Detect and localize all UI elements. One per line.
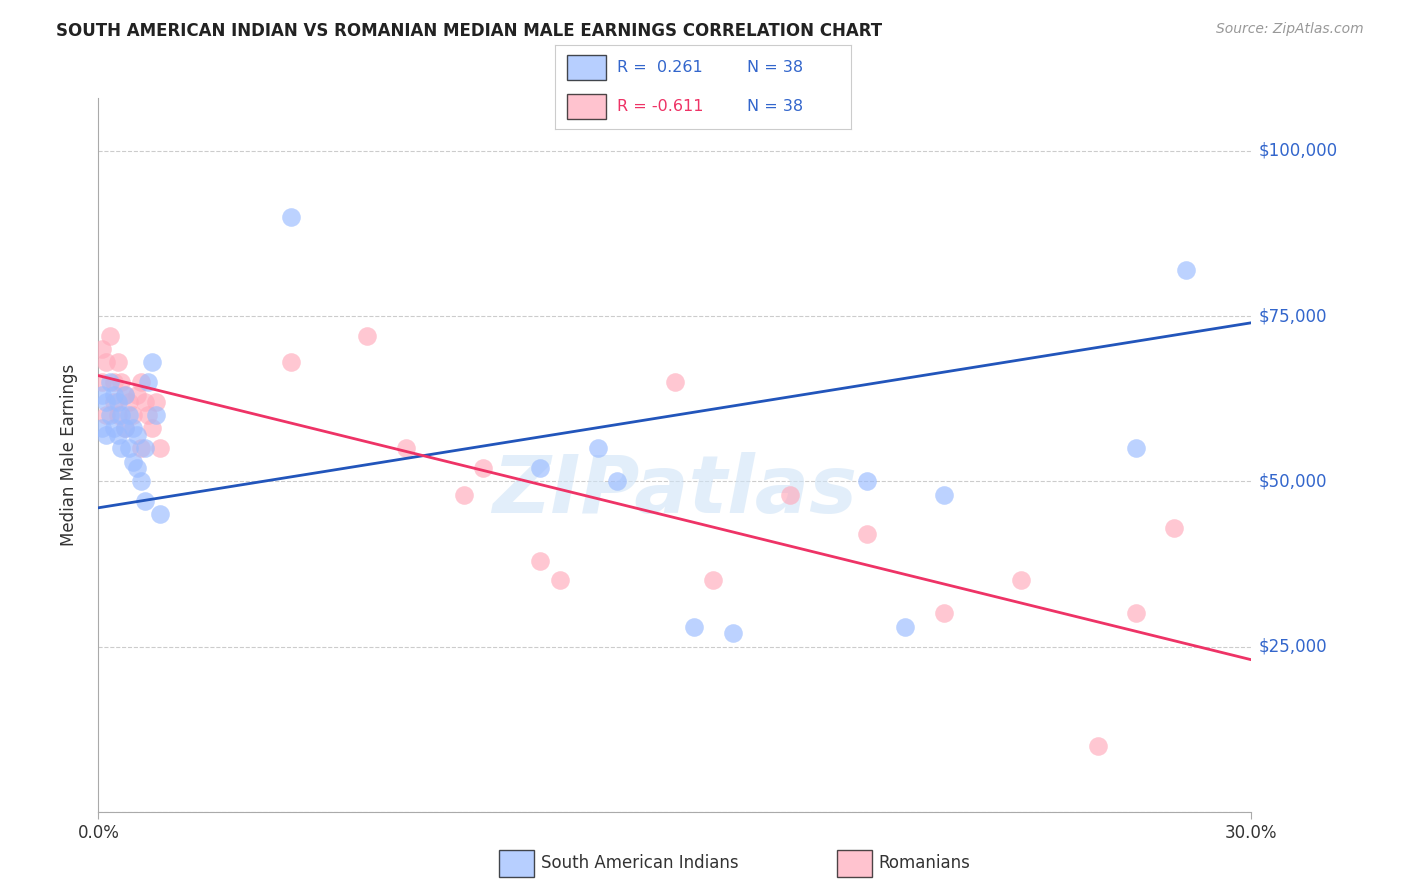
Point xyxy=(114,421,136,435)
Point xyxy=(125,388,148,402)
Text: $50,000: $50,000 xyxy=(1258,473,1327,491)
Point xyxy=(138,409,160,423)
Point xyxy=(129,475,152,489)
Point xyxy=(529,554,551,568)
Point xyxy=(529,461,551,475)
Point xyxy=(91,388,114,402)
Point xyxy=(932,487,955,501)
Point xyxy=(125,461,148,475)
Point xyxy=(1163,520,1185,534)
Point xyxy=(134,494,156,508)
Point xyxy=(110,442,132,456)
Point xyxy=(98,329,121,343)
Point xyxy=(141,421,163,435)
Point xyxy=(94,409,117,423)
Point xyxy=(114,388,136,402)
Point xyxy=(94,428,117,442)
Point xyxy=(1010,574,1032,588)
Point xyxy=(118,409,141,423)
Point xyxy=(149,442,172,456)
Point xyxy=(129,442,152,456)
Point xyxy=(94,355,117,369)
Point xyxy=(103,376,125,390)
Text: N = 38: N = 38 xyxy=(748,99,803,114)
Point xyxy=(145,395,167,409)
Point xyxy=(91,376,114,390)
Point xyxy=(894,620,917,634)
Point xyxy=(149,508,172,522)
Point xyxy=(548,574,571,588)
Point xyxy=(280,355,302,369)
Point xyxy=(129,376,152,390)
FancyBboxPatch shape xyxy=(567,54,606,80)
Point xyxy=(134,442,156,456)
Text: R = -0.611: R = -0.611 xyxy=(617,99,704,114)
Point xyxy=(98,376,121,390)
Point xyxy=(702,574,724,588)
Point xyxy=(721,626,744,640)
Text: Source: ZipAtlas.com: Source: ZipAtlas.com xyxy=(1216,22,1364,37)
Point xyxy=(1125,442,1147,456)
Text: $100,000: $100,000 xyxy=(1258,142,1337,160)
Point xyxy=(103,421,125,435)
Point xyxy=(98,409,121,423)
Point xyxy=(122,421,145,435)
Point xyxy=(586,442,609,456)
Point xyxy=(1125,607,1147,621)
Point xyxy=(356,329,378,343)
Point xyxy=(91,342,114,356)
Point xyxy=(114,421,136,435)
Text: R =  0.261: R = 0.261 xyxy=(617,60,703,75)
Text: South American Indians: South American Indians xyxy=(541,855,740,872)
Point xyxy=(114,388,136,402)
Point xyxy=(125,428,148,442)
Text: N = 38: N = 38 xyxy=(748,60,803,75)
Point xyxy=(683,620,706,634)
Point xyxy=(664,376,686,390)
Point xyxy=(932,607,955,621)
Point xyxy=(134,395,156,409)
Point xyxy=(91,421,114,435)
Point xyxy=(138,376,160,390)
Text: SOUTH AMERICAN INDIAN VS ROMANIAN MEDIAN MALE EARNINGS CORRELATION CHART: SOUTH AMERICAN INDIAN VS ROMANIAN MEDIAN… xyxy=(56,22,883,40)
Point xyxy=(107,395,129,409)
Point xyxy=(118,442,141,456)
Point xyxy=(856,475,879,489)
Point xyxy=(395,442,418,456)
Point xyxy=(606,475,628,489)
Point xyxy=(471,461,494,475)
Y-axis label: Median Male Earnings: Median Male Earnings xyxy=(59,364,77,546)
Point xyxy=(141,355,163,369)
Text: $75,000: $75,000 xyxy=(1258,307,1327,326)
Point xyxy=(110,409,132,423)
Text: ZIPatlas: ZIPatlas xyxy=(492,451,858,530)
Point xyxy=(856,527,879,541)
Point xyxy=(122,454,145,468)
Point xyxy=(1175,263,1198,277)
Point xyxy=(103,388,125,402)
Point xyxy=(107,409,129,423)
Point xyxy=(118,395,141,409)
FancyBboxPatch shape xyxy=(567,94,606,120)
Point xyxy=(94,395,117,409)
Point xyxy=(145,409,167,423)
Point xyxy=(1087,739,1109,753)
Point xyxy=(779,487,801,501)
Point xyxy=(453,487,475,501)
Point xyxy=(107,355,129,369)
Text: $25,000: $25,000 xyxy=(1258,638,1327,656)
Point xyxy=(107,428,129,442)
Text: Romanians: Romanians xyxy=(879,855,970,872)
Point xyxy=(280,210,302,224)
Point xyxy=(110,376,132,390)
Point xyxy=(122,409,145,423)
Point xyxy=(103,395,125,409)
